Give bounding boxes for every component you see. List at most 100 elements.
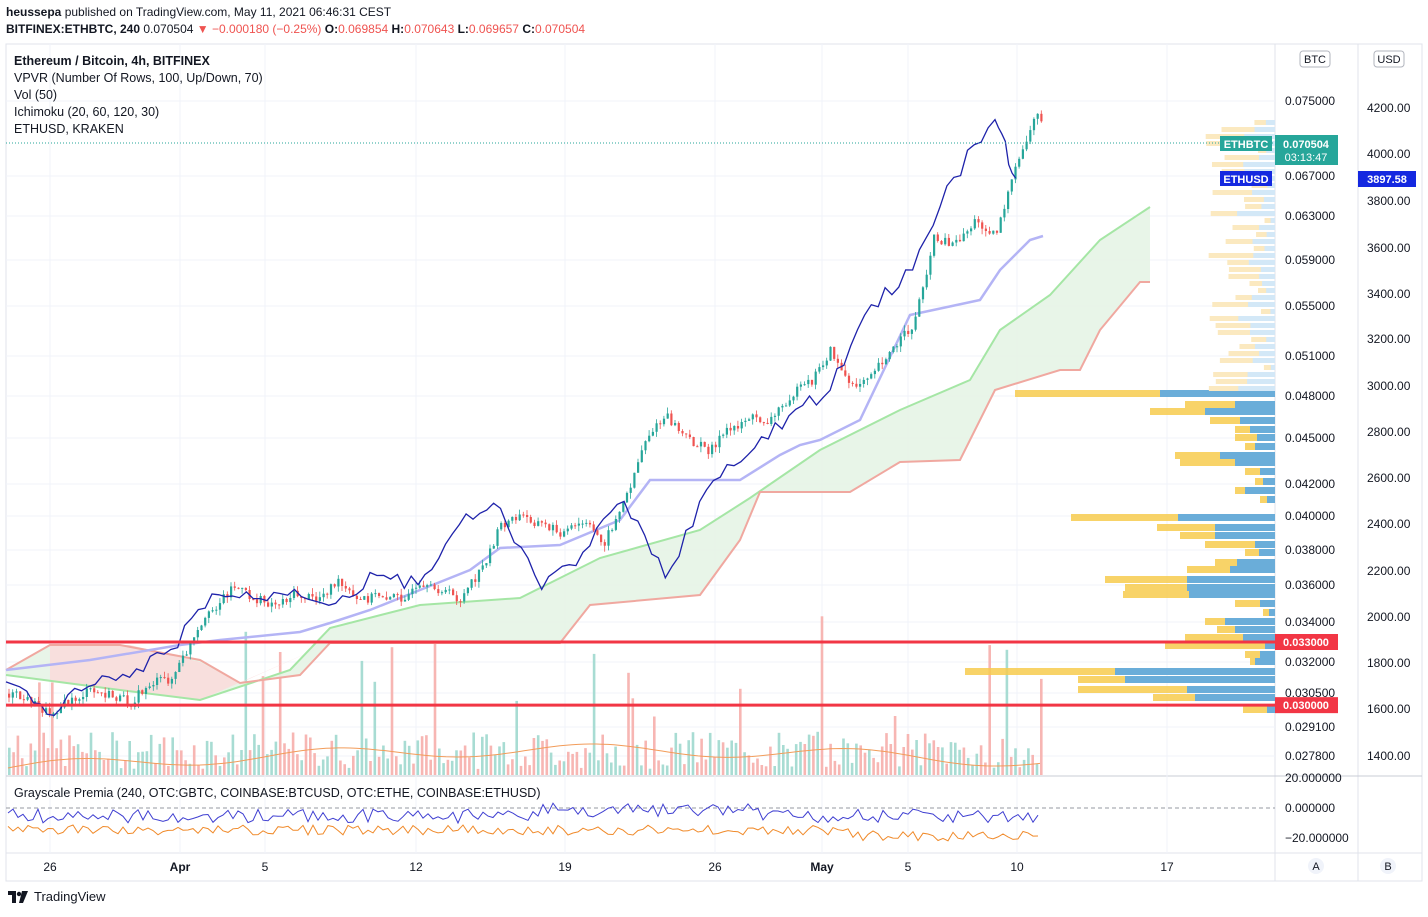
volume-bar xyxy=(364,738,368,775)
volume-bar xyxy=(769,746,772,775)
candle-body xyxy=(762,422,765,424)
volume-bar xyxy=(197,764,200,775)
legend-ethusd[interactable]: ETHUSD, KRAKEN xyxy=(14,122,124,136)
volume-bar xyxy=(648,768,652,775)
volume-bar xyxy=(184,760,187,775)
volume-bar xyxy=(390,647,394,775)
vp-row-down xyxy=(1205,541,1275,548)
ethbtc-price-text: 0.070504 xyxy=(1283,139,1330,151)
vp-row-light-up xyxy=(1238,316,1275,321)
candle-body xyxy=(866,378,869,380)
vp-row-light xyxy=(1212,190,1275,195)
vp-row-light xyxy=(1217,330,1275,335)
volume-bar xyxy=(455,750,458,775)
volume-bar xyxy=(863,752,867,775)
vp-row-up xyxy=(1243,634,1275,641)
candle-body xyxy=(470,579,473,588)
volume-bar xyxy=(971,765,974,775)
candle-body xyxy=(152,685,155,687)
candle-body xyxy=(566,528,569,532)
candle-body xyxy=(984,228,987,231)
candle-body xyxy=(559,532,562,537)
volume-bar xyxy=(85,753,88,775)
chart-title[interactable]: Ethereum / Bitcoin, 4h, BITFINEX xyxy=(14,54,210,68)
candle-body xyxy=(56,713,59,715)
btc-tick: 0.048000 xyxy=(1285,389,1335,403)
countdown-text: 03:13:47 xyxy=(1285,152,1328,164)
volume-bar xyxy=(244,631,248,775)
candle-body xyxy=(544,522,547,525)
candle-body xyxy=(233,586,236,588)
volume-bar xyxy=(493,754,497,775)
vp-row-light-up xyxy=(1259,225,1275,230)
volume-bar xyxy=(932,740,936,775)
candle-body xyxy=(936,234,939,241)
volume-bar xyxy=(248,750,252,775)
level-badge-text: 0.033000 xyxy=(1283,637,1329,649)
volume-bar xyxy=(885,733,888,775)
candle-body xyxy=(144,688,148,694)
volume-bar xyxy=(356,750,359,775)
publisher-name: heussepa xyxy=(6,5,62,19)
candle-body xyxy=(85,688,88,697)
vp-row-light xyxy=(1208,253,1275,258)
candle-body xyxy=(1040,113,1043,122)
btc-tick: 0.042000 xyxy=(1285,477,1335,491)
vp-row-light xyxy=(1243,197,1275,202)
candle-body xyxy=(448,589,451,591)
vp-row-light-up xyxy=(1248,302,1275,307)
candle-body xyxy=(67,700,70,706)
usd-tick: 2200.00 xyxy=(1367,564,1411,578)
legend-vpvr[interactable]: VPVR (Number Of Rows, 100, Up/Down, 70) xyxy=(14,71,263,85)
close-label: C: xyxy=(522,22,535,36)
candle-body xyxy=(455,595,458,602)
volume-bar xyxy=(588,752,592,775)
candle-body xyxy=(218,603,222,610)
candle-body xyxy=(466,587,469,594)
volume-bar xyxy=(81,751,84,775)
candle-body xyxy=(925,274,928,288)
volume-bar xyxy=(8,747,11,775)
volume-bar xyxy=(855,743,858,775)
kijun-line xyxy=(5,234,1044,672)
volume-bar xyxy=(429,759,432,775)
legend-volume[interactable]: Vol (50) xyxy=(14,88,58,102)
volume-bar xyxy=(889,744,893,775)
candle-body xyxy=(1010,179,1013,192)
volume-bar xyxy=(223,757,226,775)
volume-bar xyxy=(734,742,738,775)
volume-bar xyxy=(304,734,308,775)
footer-brand[interactable]: TradingView xyxy=(8,889,106,904)
pane2-title[interactable]: Grayscale Premia (240, OTC:GBTC, COINBAS… xyxy=(14,786,541,800)
vp-row-light-up xyxy=(1266,337,1275,342)
candle-body xyxy=(1032,118,1036,131)
candle-body xyxy=(944,237,947,245)
level-badge xyxy=(1275,697,1338,714)
legend-ichimoku[interactable]: Ichimoku (20, 60, 120, 30) xyxy=(14,105,160,119)
volume-bar xyxy=(377,756,381,775)
volume-bar xyxy=(614,746,617,775)
volume-bars xyxy=(7,616,1043,775)
candle-body xyxy=(822,365,825,368)
candle-body xyxy=(611,529,614,531)
candle-body xyxy=(366,596,370,603)
btc-tick: 0.036000 xyxy=(1285,578,1335,592)
candle-body xyxy=(744,420,747,422)
candle-body xyxy=(485,563,488,566)
candle-body xyxy=(988,231,991,234)
candle-body xyxy=(389,597,392,600)
volume-bar xyxy=(764,766,768,775)
volume-bar xyxy=(502,742,506,775)
brand-name: TradingView xyxy=(34,889,106,904)
vp-row-light xyxy=(1219,358,1275,363)
candle-body xyxy=(285,599,288,603)
candle-body xyxy=(618,511,621,520)
vp-row-light-up xyxy=(1265,120,1275,125)
candle-body xyxy=(825,360,828,366)
candle-body xyxy=(492,545,495,549)
volume-bar xyxy=(506,764,510,775)
volume-bar xyxy=(902,747,905,775)
volume-bar xyxy=(842,738,845,775)
candle-body xyxy=(363,596,366,600)
